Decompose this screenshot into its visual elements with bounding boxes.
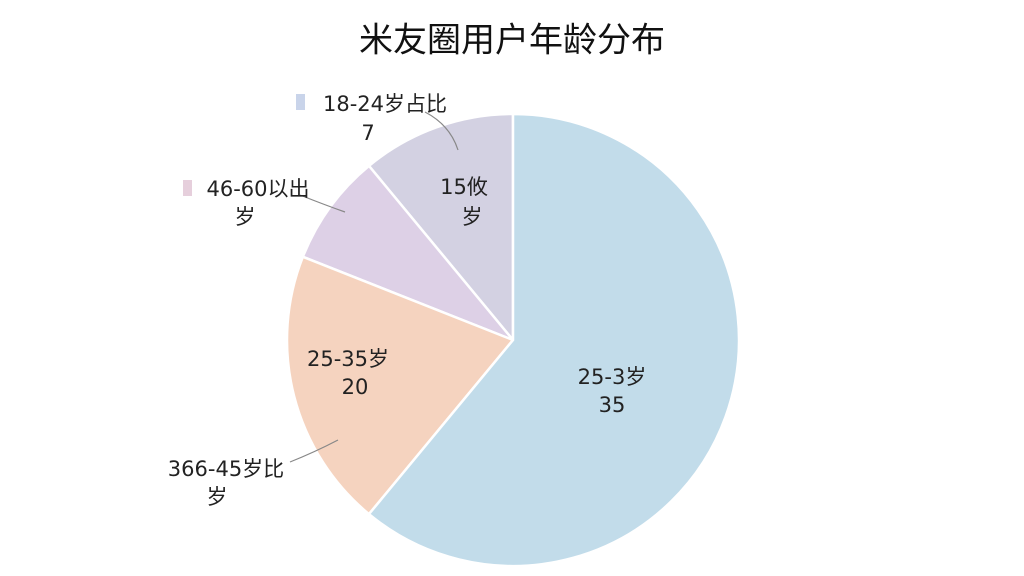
slice-label: 35: [599, 393, 626, 417]
annotation: 366-45岁比: [168, 457, 284, 481]
slice-label: 25-3岁: [578, 365, 647, 389]
legend-marker: [296, 94, 305, 110]
slice-label: 25-35岁: [307, 347, 389, 371]
pie-slice: [367, 112, 515, 344]
slice-label: 18-24岁占比: [323, 92, 447, 116]
slice-label: 20: [342, 375, 369, 399]
legend-marker: [183, 180, 192, 196]
annotation: 岁: [207, 485, 228, 509]
slice-label: 7: [361, 121, 374, 145]
leader-line: [299, 194, 346, 213]
leader-line: [289, 439, 339, 463]
pie-slice: [367, 112, 741, 568]
leader-line: [424, 111, 459, 151]
slice-label: 46-60以出: [206, 177, 309, 201]
chart-title: 米友圈用户年龄分布: [359, 21, 665, 61]
slice-label: 岁: [235, 205, 256, 229]
annotation: 岁: [462, 205, 483, 229]
pie-slice: [285, 255, 516, 516]
annotation: 15攸: [440, 175, 488, 199]
